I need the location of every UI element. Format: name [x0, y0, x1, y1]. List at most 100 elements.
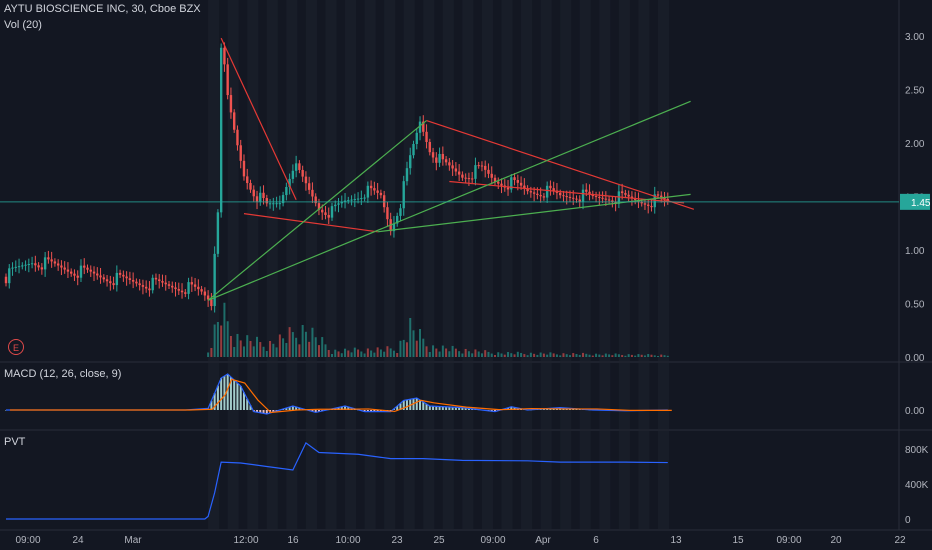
candle-body [477, 165, 480, 167]
volume-bar [402, 339, 405, 357]
price-tick-label: 2.00 [905, 139, 925, 150]
volume-bar [653, 355, 656, 357]
candle-body [174, 287, 177, 290]
candle-body [154, 277, 158, 280]
macd-histogram-bar [376, 410, 379, 412]
volume-bar [608, 354, 611, 357]
candle-body [474, 165, 477, 179]
candle-body [294, 163, 298, 171]
macd-histogram-bar [428, 406, 431, 410]
candle-body [226, 64, 229, 96]
volume-bar [445, 348, 448, 357]
candle-body [386, 207, 389, 220]
candle-body [624, 193, 627, 195]
candle-body [118, 272, 122, 275]
volume-bar [585, 353, 588, 357]
volume-bar [513, 354, 516, 357]
volume-bar [500, 353, 503, 357]
candle-body [510, 177, 513, 190]
volume-bar [272, 343, 275, 357]
macd-histogram-bar [451, 407, 454, 410]
candle-body [190, 282, 194, 285]
candle-body [233, 112, 236, 130]
session-band [286, 0, 298, 530]
candle-body [343, 200, 347, 202]
session-band [305, 0, 317, 530]
candle-body [666, 198, 669, 201]
time-tick-label: 23 [391, 535, 403, 546]
macd-histogram-bar [220, 378, 223, 410]
session-band [345, 0, 357, 530]
macd-histogram-bar [366, 410, 369, 412]
candle-body [102, 277, 105, 280]
candle-body [278, 203, 282, 205]
macd-histogram-bar [288, 407, 291, 410]
volume-bar [344, 348, 347, 357]
volume-bar [282, 338, 285, 357]
candle-body [431, 152, 435, 158]
pvt-tick-label: 400K [905, 480, 929, 491]
volume-bar [666, 355, 669, 357]
candle-body [627, 194, 630, 197]
candle-body [412, 143, 415, 156]
candle-body [585, 189, 588, 192]
volume-bar [233, 347, 236, 357]
session-band [540, 0, 552, 530]
time-tick-label: 20 [830, 535, 842, 546]
symbol-legend[interactable]: AYTU BIOSCIENCE INC, 30, Cboe BZX [4, 3, 201, 15]
volume-bar [239, 340, 242, 357]
volume-bar [480, 353, 483, 357]
candle-body [650, 205, 653, 208]
candle-body [144, 286, 148, 289]
volume-bar [207, 352, 210, 357]
candle-body [135, 281, 138, 284]
candle-body [158, 279, 161, 282]
volume-bar [389, 348, 392, 357]
volume-bar [386, 346, 389, 357]
macd-histogram-bar [445, 406, 448, 410]
price-tick-label: 2.50 [905, 86, 925, 97]
volume-bar [419, 329, 422, 357]
candle-body [428, 142, 431, 153]
candle-body [598, 196, 601, 198]
volume-bar [337, 351, 340, 357]
candle-body [405, 168, 409, 182]
volume-bar [559, 355, 562, 357]
volume-bar [285, 343, 288, 357]
volume-bar [549, 352, 552, 357]
macd-histogram-bar [432, 406, 435, 410]
volume-bar [520, 352, 523, 357]
candle-body [242, 160, 246, 177]
candle-body [334, 204, 337, 207]
volume-bar [220, 325, 223, 357]
volume-bar [334, 349, 337, 357]
volume-bar [223, 302, 226, 357]
volume-bar [539, 352, 542, 357]
volume-bar [533, 353, 536, 357]
candle-body [480, 165, 484, 167]
session-band [618, 0, 630, 530]
volume-legend[interactable]: Vol (20) [4, 19, 42, 31]
volume-bar [415, 340, 418, 357]
candle-body [396, 215, 399, 224]
time-tick-label: 24 [72, 535, 84, 546]
pvt-legend[interactable]: PVT [4, 436, 26, 448]
session-shading [208, 0, 669, 530]
macd-legend[interactable]: MACD (12, 26, close, 9) [4, 368, 122, 380]
volume-bar [298, 344, 301, 357]
red-trend-line [426, 119, 695, 210]
volume-bar [516, 351, 519, 357]
macd-histogram-bar [419, 400, 422, 410]
volume-bar [304, 331, 307, 357]
volume-bar [461, 353, 464, 357]
volume-bar [357, 349, 360, 357]
volume-bar [438, 351, 441, 357]
volume-bar [510, 353, 513, 357]
earnings-icon[interactable]: E [8, 339, 24, 355]
volume-bar [256, 336, 259, 357]
candle-body [415, 132, 418, 144]
candle-body [549, 185, 552, 189]
volume-bar [604, 353, 607, 357]
candle-body [37, 265, 40, 268]
candle-body [285, 186, 288, 196]
